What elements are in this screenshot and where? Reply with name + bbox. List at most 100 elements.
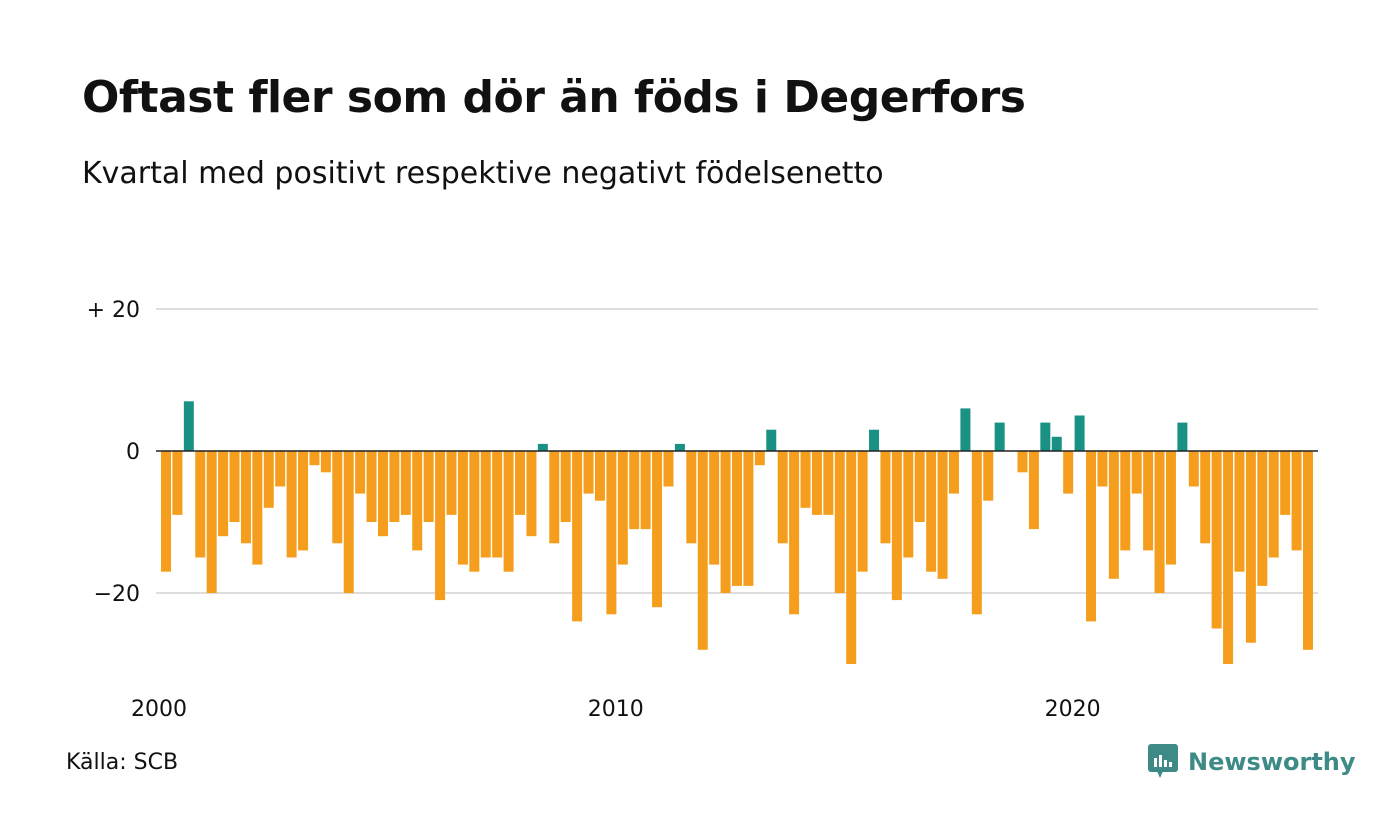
bar — [869, 429, 880, 451]
bar — [903, 451, 914, 558]
bar — [926, 451, 937, 572]
bar — [435, 451, 446, 601]
bar — [948, 451, 959, 494]
bar — [937, 451, 948, 579]
bar — [1177, 422, 1188, 451]
newsworthy-logo-icon — [1148, 744, 1178, 778]
bar — [309, 451, 320, 466]
bar — [606, 451, 617, 615]
bar — [754, 451, 765, 466]
bar — [560, 451, 571, 522]
bar — [240, 451, 251, 544]
bar — [1143, 451, 1154, 551]
y-axis-labels: + 20 0 −20 — [87, 298, 140, 607]
bar — [1063, 451, 1074, 494]
bar — [172, 451, 183, 515]
source-note: Källa: SCB — [66, 750, 179, 775]
bar — [206, 451, 217, 593]
bar — [640, 451, 651, 530]
bar — [1234, 451, 1245, 572]
bar — [218, 451, 229, 537]
bar — [971, 451, 982, 615]
bar — [652, 451, 663, 608]
bar — [720, 451, 731, 593]
bar — [1108, 451, 1119, 579]
bar — [229, 451, 240, 522]
bar — [777, 451, 788, 544]
bar — [549, 451, 560, 544]
bar — [1028, 451, 1039, 530]
bar — [1074, 415, 1085, 451]
bar — [994, 422, 1005, 451]
bar — [537, 443, 548, 451]
x-tick-label: 2020 — [1045, 697, 1101, 722]
bar — [914, 451, 925, 522]
bar — [1165, 451, 1176, 565]
bar — [1097, 451, 1108, 487]
x-tick-label: 2010 — [588, 697, 644, 722]
bar — [377, 451, 388, 537]
bar — [583, 451, 594, 494]
bar — [161, 451, 171, 572]
bar — [1291, 451, 1302, 551]
bar — [880, 451, 891, 544]
bar — [572, 451, 583, 622]
bar — [983, 451, 994, 501]
bar — [674, 443, 685, 451]
bar — [332, 451, 343, 544]
bar — [1200, 451, 1211, 544]
bar — [811, 451, 822, 515]
bar — [594, 451, 605, 501]
bar — [789, 451, 800, 615]
bar — [1131, 451, 1142, 494]
bar — [891, 451, 902, 601]
bar-layer — [161, 401, 1313, 664]
bar — [355, 451, 366, 494]
x-axis-labels: 2000 2010 2020 — [131, 697, 1101, 722]
chart-subtitle: Kvartal med positivt respektive negativt… — [82, 156, 884, 191]
bar — [1223, 451, 1234, 664]
bar — [1051, 436, 1062, 451]
bar — [469, 451, 480, 572]
bar — [697, 451, 708, 650]
bar — [1211, 451, 1222, 629]
bar — [1188, 451, 1199, 487]
bar — [400, 451, 411, 515]
y-tick-label: + 20 — [87, 298, 140, 323]
y-tick-label: −20 — [94, 582, 140, 607]
bar — [389, 451, 400, 522]
bar — [1040, 422, 1051, 451]
bar — [457, 451, 468, 565]
bar — [195, 451, 206, 558]
bar — [960, 408, 971, 451]
bar — [629, 451, 640, 530]
bar — [743, 451, 754, 586]
bar — [686, 451, 697, 544]
bar — [709, 451, 720, 565]
chart-title: Oftast fler som dör än föds i Degerfors — [82, 72, 1026, 123]
bar — [275, 451, 286, 487]
bar-chart: + 20 0 −20 2000 2010 2020 — [87, 298, 1318, 722]
bar — [263, 451, 274, 508]
bar — [663, 451, 674, 487]
bar — [480, 451, 491, 558]
bar — [343, 451, 354, 593]
bar — [320, 451, 331, 473]
bar — [1303, 451, 1313, 650]
bar — [252, 451, 263, 565]
bar — [846, 451, 857, 664]
bar — [1086, 451, 1097, 622]
bar — [526, 451, 537, 537]
x-tick-label: 2000 — [131, 697, 187, 722]
bar — [732, 451, 742, 586]
bar — [834, 451, 845, 593]
bar — [298, 451, 309, 551]
bar — [766, 429, 777, 451]
newsworthy-logo: Newsworthy — [1148, 744, 1356, 780]
bar — [1257, 451, 1268, 586]
y-tick-label: 0 — [126, 440, 140, 465]
bar — [857, 451, 868, 572]
bar — [1120, 451, 1131, 551]
bar — [183, 401, 194, 451]
bar — [515, 451, 526, 515]
